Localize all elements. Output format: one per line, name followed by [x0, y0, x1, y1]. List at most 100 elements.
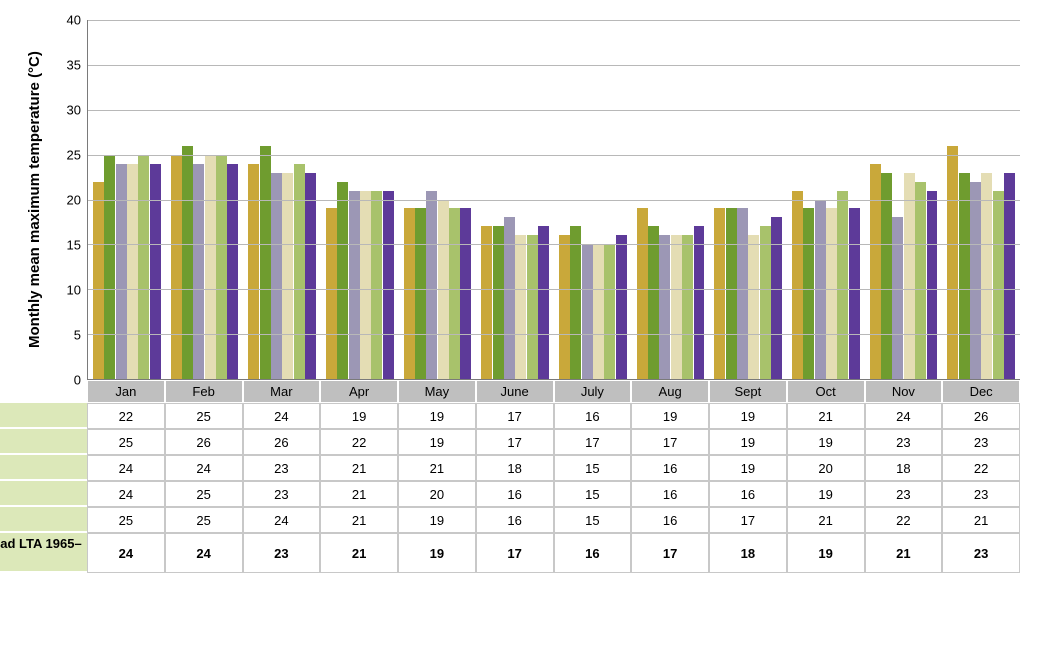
- bar: [426, 191, 437, 379]
- bar: [792, 191, 803, 379]
- bar: [504, 217, 515, 379]
- bar: [282, 173, 293, 379]
- table-cell: 15: [554, 481, 632, 507]
- bar: [227, 164, 238, 379]
- legend-item: 2009: [0, 481, 87, 507]
- bar: [870, 164, 881, 379]
- table-cell: 21: [787, 403, 865, 429]
- table-cell: 24: [243, 403, 321, 429]
- table-cell: 19: [709, 403, 787, 429]
- bar: [360, 191, 371, 379]
- table-cell: 19: [709, 429, 787, 455]
- bar: [248, 164, 259, 379]
- bar: [216, 155, 227, 379]
- bar: [415, 208, 426, 379]
- legend-label: Wellstead LTA 1965–2010: [0, 537, 87, 567]
- y-tick-label: 30: [67, 103, 81, 118]
- table-cell: 23: [243, 481, 321, 507]
- table-cell: 20: [787, 455, 865, 481]
- table-cell: 24: [165, 455, 243, 481]
- bar: [93, 182, 104, 379]
- bar: [659, 235, 670, 379]
- table-cell: 23: [942, 429, 1020, 455]
- table-row: 242523212016151616192323: [87, 481, 1020, 507]
- bar: [481, 226, 492, 379]
- table-cell: 17: [631, 429, 709, 455]
- table-cell: 17: [631, 533, 709, 573]
- table-cell: 22: [942, 455, 1020, 481]
- table-row: 252626221917171719192323: [87, 429, 1020, 455]
- table-cell: 17: [476, 429, 554, 455]
- table-cell: 24: [87, 481, 165, 507]
- table-cell: 19: [787, 481, 865, 507]
- bar: [637, 208, 648, 379]
- table-cell: 21: [320, 507, 398, 533]
- table-cell: 19: [320, 403, 398, 429]
- bar: [959, 173, 970, 379]
- month-header: Dec: [942, 380, 1020, 403]
- bar: [150, 164, 161, 379]
- month-header: Apr: [320, 380, 398, 403]
- table-cell: 15: [554, 455, 632, 481]
- bar: [371, 191, 382, 379]
- gridline: [88, 200, 1020, 201]
- bar: [104, 155, 115, 379]
- month-header: Feb: [165, 380, 243, 403]
- bar: [648, 226, 659, 379]
- table-cell: 17: [476, 403, 554, 429]
- y-tick-label: 25: [67, 148, 81, 163]
- bar: [616, 235, 627, 379]
- gridline: [88, 20, 1020, 21]
- month-header: Oct: [787, 380, 865, 403]
- gridline: [88, 289, 1020, 290]
- y-tick-label: 35: [67, 58, 81, 73]
- table-cell: 25: [87, 507, 165, 533]
- bar: [803, 208, 814, 379]
- legend-item: Wellstead LTA 1965–2010: [0, 533, 87, 573]
- bar: [493, 226, 504, 379]
- bar: [915, 182, 926, 379]
- bar: [294, 164, 305, 379]
- table-cell: 26: [165, 429, 243, 455]
- month-header: Aug: [631, 380, 709, 403]
- bar: [714, 208, 725, 379]
- bar: [604, 244, 615, 379]
- y-tick-label: 15: [67, 238, 81, 253]
- bar: [947, 146, 958, 379]
- table-cell: 25: [87, 429, 165, 455]
- table-cell: 24: [865, 403, 943, 429]
- legend-item: 2006: [0, 403, 87, 429]
- table-cell: 21: [320, 481, 398, 507]
- table-cell: 16: [476, 481, 554, 507]
- table-cell: 21: [865, 533, 943, 573]
- bar: [826, 208, 837, 379]
- table-cell: 21: [942, 507, 1020, 533]
- bar: [837, 191, 848, 379]
- table-cell: 25: [165, 403, 243, 429]
- bar: [1004, 173, 1015, 379]
- table-cell: 21: [320, 455, 398, 481]
- y-axis: 0510152025303540: [49, 20, 87, 380]
- bar: [559, 235, 570, 379]
- bar: [748, 235, 759, 379]
- table-cell: 19: [787, 533, 865, 573]
- table-cell: 22: [320, 429, 398, 455]
- bar: [927, 191, 938, 379]
- bar: [970, 182, 981, 379]
- table-row: 242423212118151619201822: [87, 455, 1020, 481]
- table-cell: 21: [787, 507, 865, 533]
- table-cell: 18: [709, 533, 787, 573]
- bar: [326, 208, 337, 379]
- table-cell: 24: [165, 533, 243, 573]
- y-tick-label: 10: [67, 283, 81, 298]
- bar: [904, 173, 915, 379]
- data-table: 20062007200820092010Wellstead LTA 1965–2…: [0, 403, 1020, 573]
- table-cell: 23: [243, 533, 321, 573]
- legend-item: 2010: [0, 507, 87, 533]
- table-cell: 17: [709, 507, 787, 533]
- table-cell: 16: [554, 533, 632, 573]
- table-cell: 19: [398, 403, 476, 429]
- bar: [515, 235, 526, 379]
- bar: [193, 164, 204, 379]
- table-cell: 23: [942, 481, 1020, 507]
